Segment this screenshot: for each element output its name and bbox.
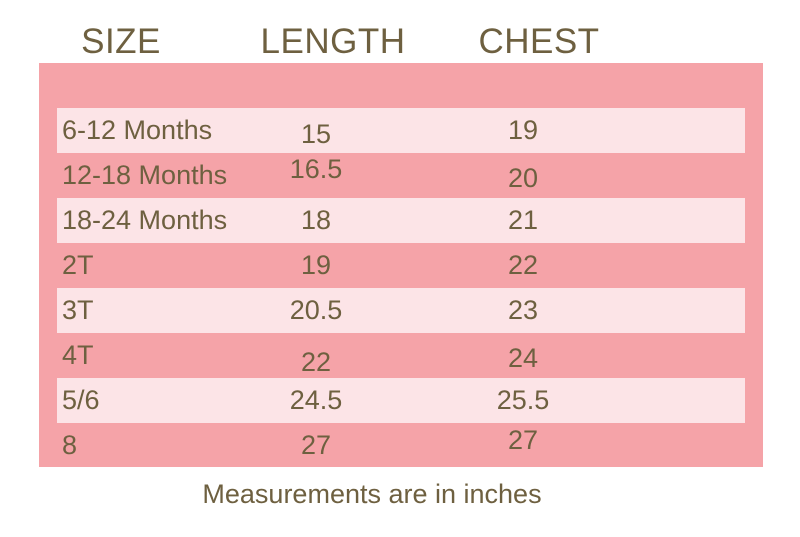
chest-cell: 19 xyxy=(507,115,539,145)
size-cell: 18-24 Months xyxy=(62,205,228,235)
size-cell: 2T xyxy=(62,250,94,280)
chest-cell: 22 xyxy=(507,250,539,280)
length-cell: 24.5 xyxy=(289,385,343,415)
length-cell: 19 xyxy=(300,250,332,280)
length-cell: 20.5 xyxy=(289,295,343,325)
length-cell: 16.5 xyxy=(289,154,343,184)
length-cell: 15 xyxy=(300,119,332,149)
table-row: 4T 22 24 xyxy=(39,333,763,378)
column-header-length: LENGTH xyxy=(260,22,406,61)
size-cell: 12-18 Months xyxy=(62,160,228,190)
chest-cell: 24 xyxy=(507,343,539,373)
column-header-chest: CHEST xyxy=(478,22,600,61)
length-cell: 22 xyxy=(300,347,332,377)
length-cell: 18 xyxy=(300,205,332,235)
chest-cell: 20 xyxy=(507,163,539,193)
table-row: 18-24 Months 18 21 xyxy=(39,198,763,243)
size-cell: 4T xyxy=(62,340,94,370)
table-row: 3T 20.5 23 xyxy=(39,288,763,333)
size-cell: 6-12 Months xyxy=(62,115,213,145)
column-header-size: SIZE xyxy=(81,22,161,61)
table-row: 2T 19 22 xyxy=(39,243,763,288)
table-row: 6-12 Months 15 19 xyxy=(39,108,763,153)
chest-cell: 23 xyxy=(507,295,539,325)
size-cell: 3T xyxy=(62,295,94,325)
table-row: 5/6 24.5 25.5 xyxy=(39,378,763,423)
table-row: 8 27 27 xyxy=(39,423,763,468)
chest-cell: 21 xyxy=(507,205,539,235)
size-cell: 8 xyxy=(62,430,78,460)
size-table: 6-12 Months 15 19 12-18 Months 16.5 20 1… xyxy=(39,63,763,467)
size-cell: 5/6 xyxy=(62,385,100,415)
table-row: 12-18 Months 16.5 20 xyxy=(39,153,763,198)
column-header-row: SIZE LENGTH CHEST xyxy=(0,23,800,61)
chest-cell: 27 xyxy=(507,425,539,455)
measurements-note: Measurements are in inches xyxy=(202,479,542,509)
length-cell: 27 xyxy=(300,430,332,460)
chest-cell: 25.5 xyxy=(496,385,550,415)
